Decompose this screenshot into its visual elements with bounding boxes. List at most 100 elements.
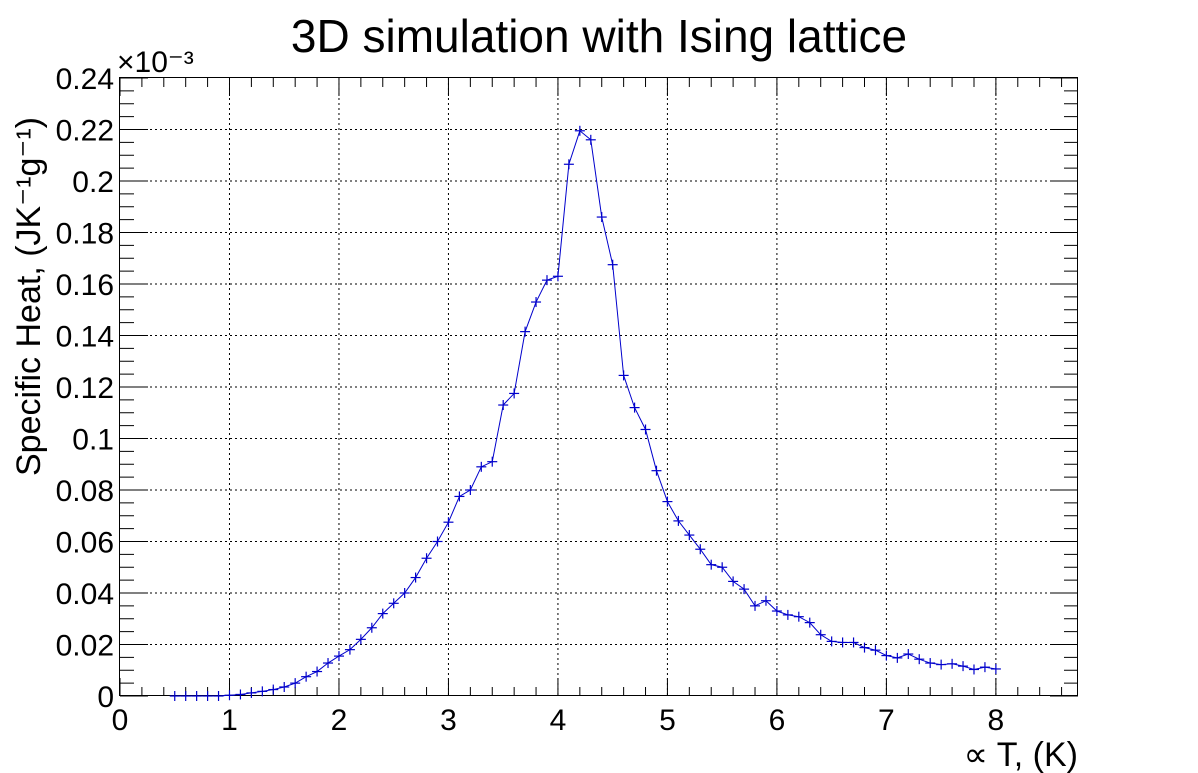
data-point — [903, 649, 914, 660]
tick-labels-layer: 0 1 2 3 4 5 6 7 8 0 0.02 0.04 0.06 0.08 0.1 0.12 0.14 0.1… — [56, 63, 1005, 737]
data-point — [990, 663, 1001, 674]
y-tick-label: 0.22 — [56, 115, 114, 148]
data-point — [355, 634, 366, 645]
y-tick-label: 0.2 — [72, 166, 114, 199]
data-point — [180, 691, 191, 701]
chart-title: 3D simulation with Ising lattice — [291, 10, 907, 62]
series-line — [174, 129, 996, 697]
data-point — [399, 588, 410, 598]
data-point — [673, 515, 684, 526]
x-tick-label: 5 — [659, 704, 676, 737]
grid-layer — [120, 78, 1078, 696]
data-point — [739, 584, 750, 595]
data-point — [213, 691, 224, 701]
data-point — [859, 642, 870, 653]
y-tick-label: 0.02 — [56, 630, 114, 663]
data-point — [815, 629, 826, 640]
x-tick-label: 8 — [988, 704, 1005, 737]
data-point — [826, 636, 837, 647]
data-point — [563, 159, 574, 170]
data-point — [552, 271, 563, 282]
data-point — [651, 465, 662, 476]
y-tick-label: 0.04 — [56, 578, 114, 611]
data-point — [323, 658, 334, 669]
data-point — [476, 461, 487, 472]
data-point — [388, 598, 399, 609]
data-point — [443, 517, 454, 528]
data-point — [958, 661, 969, 672]
data-point — [771, 606, 782, 617]
y-tick-label: 0.14 — [56, 321, 114, 354]
data-point — [312, 666, 323, 677]
data-point — [531, 297, 542, 308]
data-point — [344, 644, 355, 655]
ticks-layer — [119, 77, 1078, 697]
x-tick-label: 1 — [221, 704, 238, 737]
data-point — [695, 544, 706, 555]
x-tick-label: 6 — [769, 704, 786, 737]
data-point — [750, 600, 761, 611]
data-point — [925, 658, 936, 669]
y-tick-label: 0 — [97, 681, 114, 714]
data-point — [574, 125, 585, 136]
data-point — [246, 687, 257, 698]
data-point — [947, 658, 958, 669]
data-point — [979, 662, 990, 673]
data-point — [585, 134, 596, 145]
data-point — [333, 651, 344, 662]
data-point — [224, 690, 235, 701]
data-point — [881, 650, 892, 661]
data-point — [629, 402, 640, 413]
x-tick-label: 2 — [331, 704, 348, 737]
data-point — [848, 637, 859, 648]
data-point — [202, 691, 213, 701]
data-point — [520, 326, 531, 337]
y-tick-label: 0.16 — [56, 269, 114, 302]
data-point — [793, 611, 804, 622]
plot-frame — [119, 77, 1078, 696]
data-point — [596, 212, 607, 223]
x-tick-label: 0 — [112, 704, 129, 737]
data-point — [728, 576, 739, 587]
data-point — [662, 496, 673, 507]
y-multiplier-label: ×10⁻³ — [117, 46, 194, 79]
data-point — [465, 485, 476, 495]
data-point — [684, 530, 695, 541]
data-point — [607, 259, 618, 270]
data-point — [235, 689, 246, 700]
data-point — [191, 691, 202, 701]
x-tick-label: 3 — [440, 704, 457, 737]
data-point — [432, 536, 443, 547]
data-point — [717, 562, 728, 573]
data-point — [301, 671, 312, 682]
data-point — [421, 553, 432, 564]
data-point — [892, 652, 903, 663]
y-tick-label: 0.24 — [56, 63, 114, 96]
data-point — [782, 609, 793, 620]
data-point — [618, 370, 629, 381]
data-point — [837, 637, 848, 648]
data-point — [498, 400, 509, 411]
y-tick-label: 0.08 — [56, 475, 114, 508]
data-point — [870, 645, 881, 656]
x-tick-label: 7 — [878, 704, 895, 737]
data-point — [706, 559, 717, 570]
data-point — [914, 654, 925, 665]
data-point — [760, 595, 771, 606]
y-axis-label: Specific Heat, (JK⁻¹g⁻¹) — [10, 117, 48, 476]
x-tick-label: 4 — [550, 704, 567, 737]
markers-layer — [169, 125, 1001, 701]
y-tick-label: 0.1 — [72, 424, 114, 457]
data-point — [279, 681, 290, 692]
data-point — [968, 664, 979, 675]
data-point — [454, 491, 465, 502]
y-tick-label: 0.18 — [56, 218, 114, 251]
x-axis-label: ∝ T, (K) — [964, 736, 1078, 773]
data-point — [640, 424, 651, 435]
data-point — [541, 275, 552, 286]
data-point — [509, 388, 520, 399]
data-point — [169, 691, 180, 701]
y-tick-label: 0.06 — [56, 527, 114, 560]
data-point — [410, 572, 421, 583]
